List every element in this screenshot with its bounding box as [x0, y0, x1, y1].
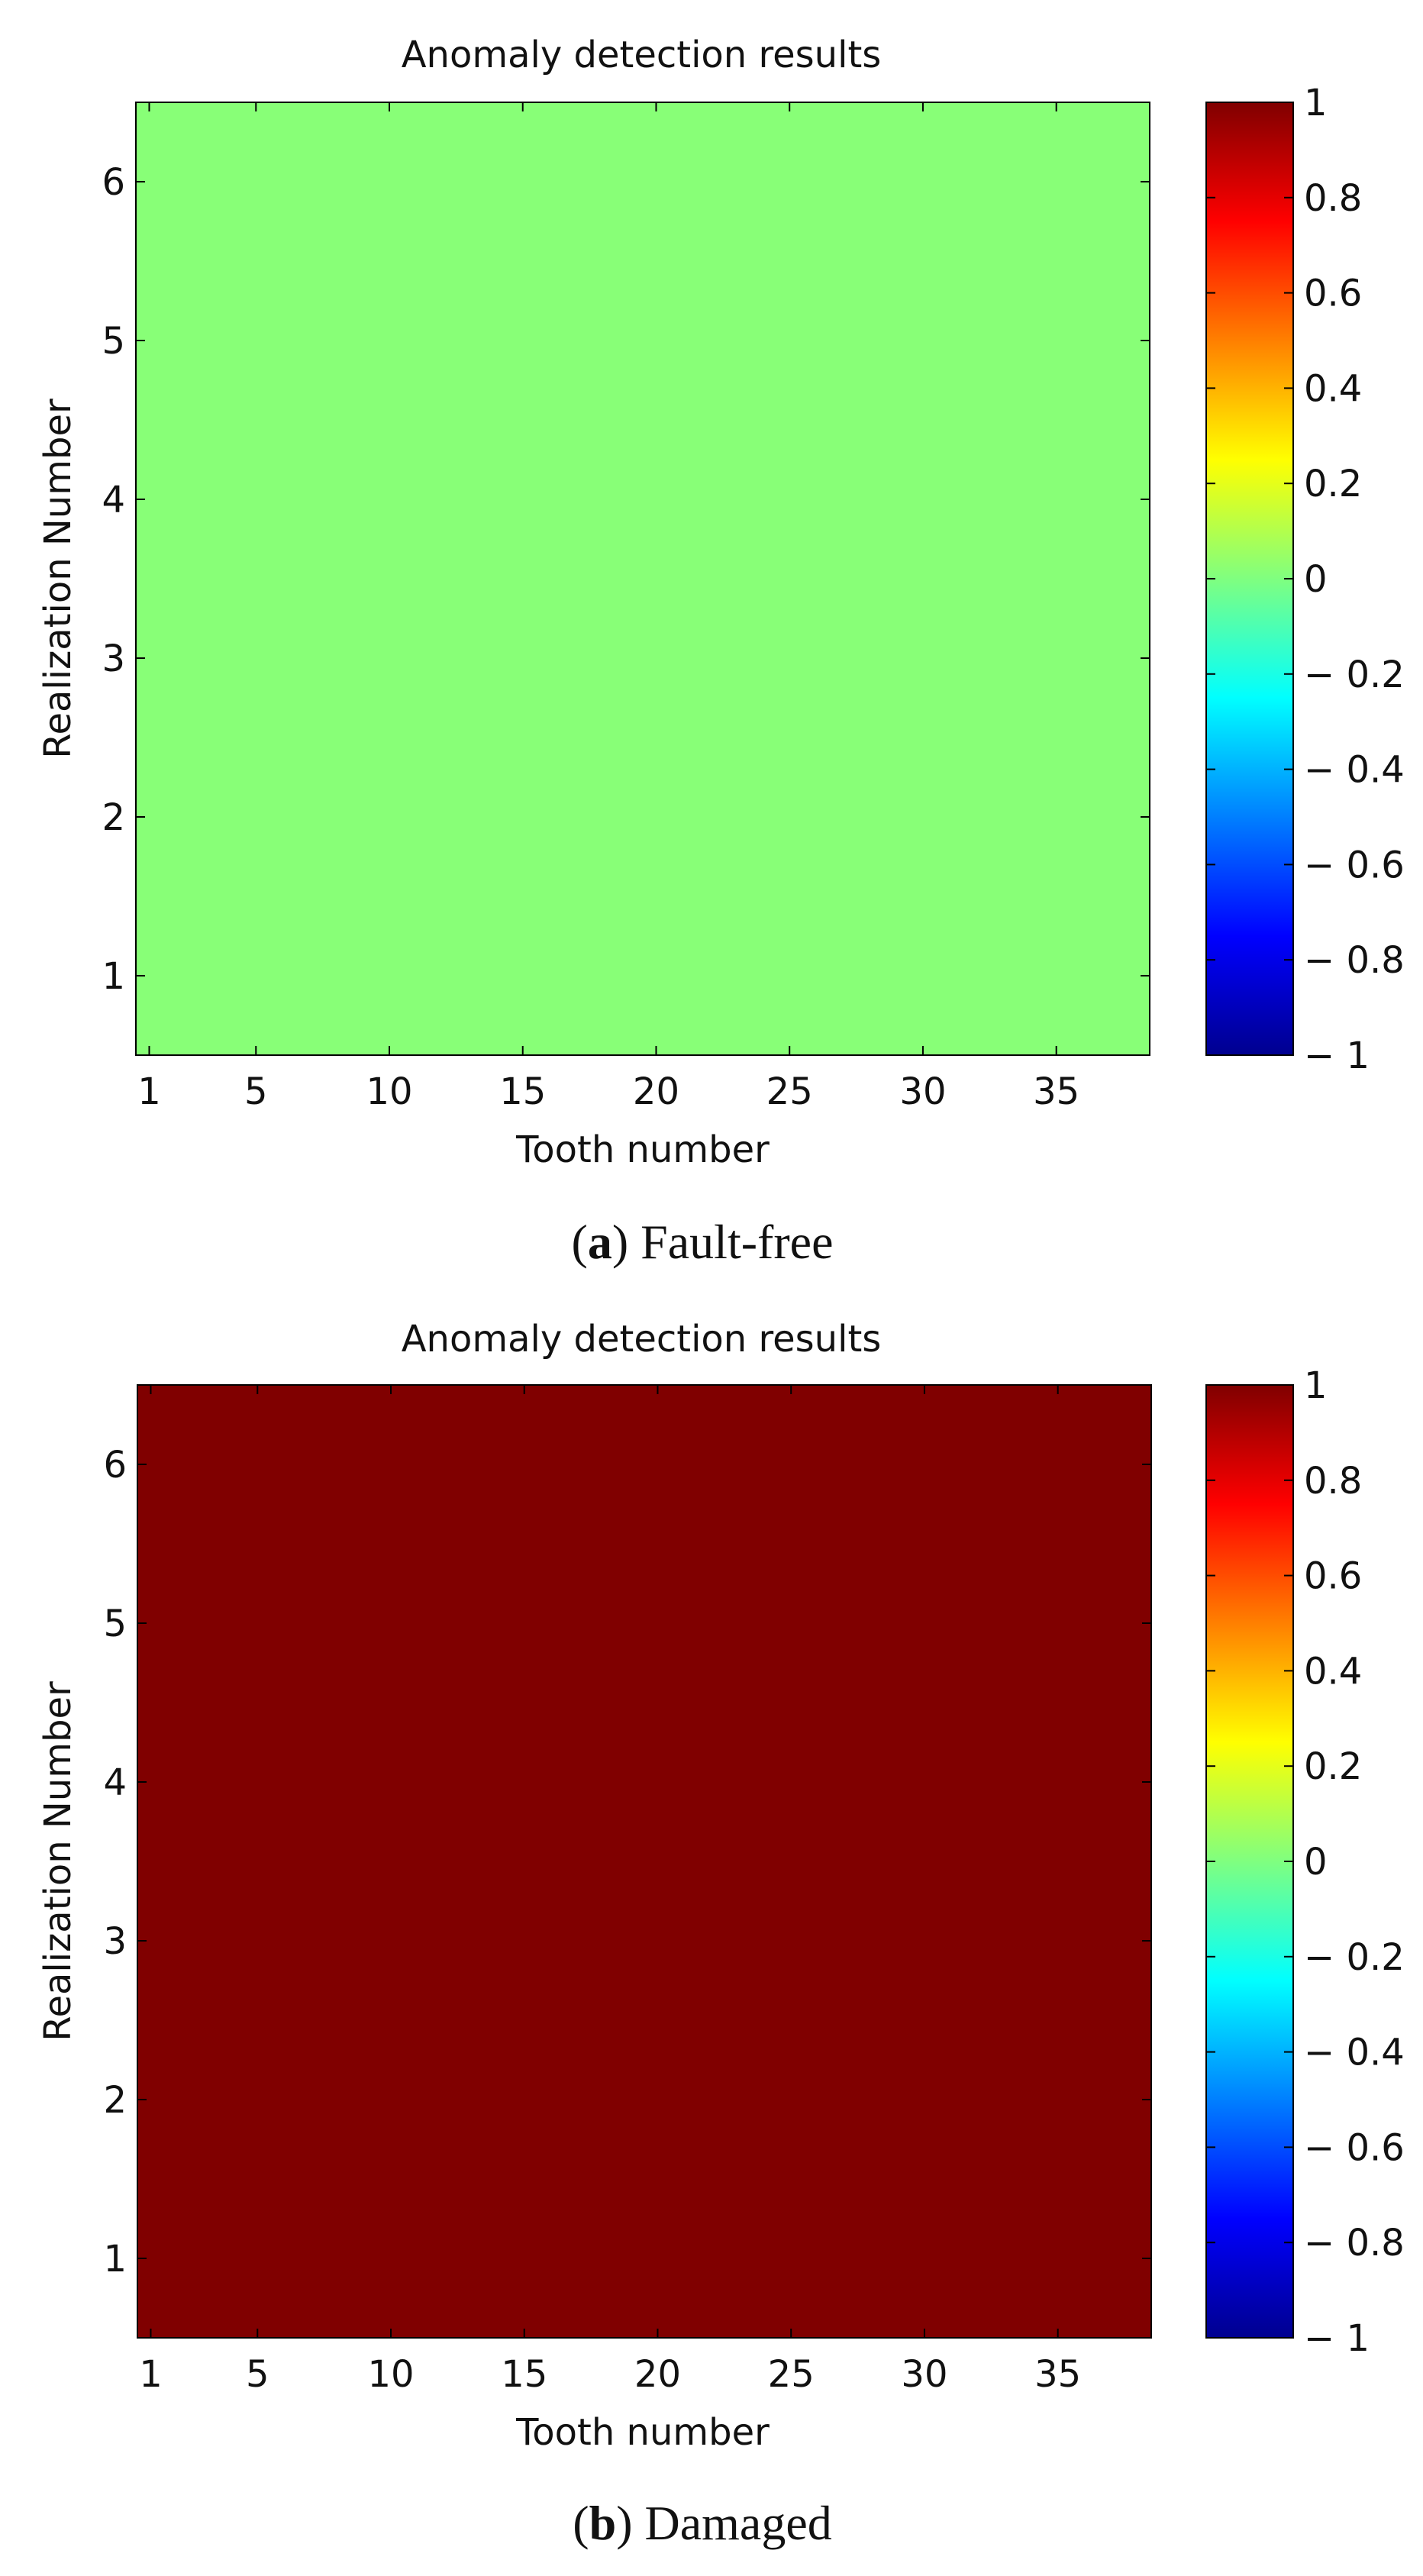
colorbar-tick-label: − 0.4 — [1304, 2032, 1405, 2074]
x-axis-label: Tooth number — [515, 1128, 770, 1171]
y-tick-label: 4 — [103, 1761, 127, 1804]
x-ticks: 1 5 10 15 20 25 30 35 — [137, 102, 1079, 1113]
y-axis-label: Realization Number — [37, 399, 79, 759]
y-axis-label: Realization Number — [37, 1681, 79, 2042]
y-tick-label: 6 — [103, 1444, 127, 1487]
colorbar-tick-label: − 1 — [1304, 1035, 1370, 1077]
chart-title: Anomaly detection results — [402, 34, 882, 76]
colorbar-tick-label: 0.4 — [1304, 367, 1362, 410]
caption-letter: a — [588, 1215, 612, 1269]
figure-caption: (a) Fault-free — [572, 1215, 834, 1269]
y-tick-label: 1 — [102, 955, 125, 998]
y-tick-label: 3 — [102, 638, 125, 680]
colorbar-tick-label: 1 — [1304, 82, 1328, 124]
x-tick-label: 10 — [367, 2353, 414, 2396]
colorbar-tick-label: 0.4 — [1304, 1650, 1362, 1693]
x-tick-label: 35 — [1034, 2353, 1081, 2396]
colorbar-tick-label: − 0.2 — [1304, 1936, 1405, 1979]
colorbar-tick-label: − 0.2 — [1304, 654, 1405, 696]
colorbar-tick-label: − 0.8 — [1304, 2222, 1405, 2264]
chart-title: Anomaly detection results — [402, 1318, 882, 1361]
y-ticks: 1 2 3 4 5 6 — [103, 1444, 1151, 2281]
x-tick-label: 25 — [766, 1070, 813, 1113]
colorbar-tick-label: 0.2 — [1304, 463, 1362, 505]
caption-open-paren: ( — [572, 1215, 588, 1269]
x-tick-label: 30 — [901, 2353, 947, 2396]
y-tick-label: 6 — [102, 161, 125, 204]
colorbar-tick-label: 0.8 — [1304, 177, 1362, 220]
x-tick-label: 10 — [366, 1070, 412, 1113]
x-tick-label: 1 — [137, 1070, 161, 1113]
colorbar-tick-label: 0.2 — [1304, 1745, 1362, 1788]
caption-letter: b — [589, 2496, 617, 2550]
colorbar-tick-label: 0.6 — [1304, 1555, 1362, 1598]
y-tick-label: 5 — [102, 320, 125, 363]
y-tick-label: 2 — [103, 2079, 127, 2122]
caption-close-paren: ) — [612, 1215, 641, 1269]
x-tick-label: 35 — [1033, 1070, 1079, 1113]
colorbar — [1205, 102, 1294, 1056]
caption-text: Damaged — [645, 2496, 832, 2550]
x-tick-label: 1 — [139, 2353, 163, 2396]
x-tick-label: 30 — [899, 1070, 946, 1113]
colorbar-ticks: 1 0.8 0.6 0.4 0.2 0 − 0.2 − 0.4 − 0.6 − 0.8 − 1 — [1206, 82, 1405, 1077]
figure-caption: (b) Damaged — [573, 2496, 831, 2550]
x-ticks: 1 5 10 15 20 25 30 35 — [139, 1385, 1081, 2396]
caption-open-paren: ( — [573, 2496, 589, 2550]
heatmap-cells — [135, 102, 1150, 1056]
colorbar-tick-label: 1 — [1304, 1364, 1328, 1407]
y-tick-label: 1 — [103, 2238, 127, 2281]
y-tick-label: 3 — [103, 1920, 127, 1963]
caption-text: Fault-free — [641, 1215, 833, 1269]
colorbar-tick-label: − 0.6 — [1304, 2126, 1405, 2169]
colorbar-ticks: 1 0.8 0.6 0.4 0.2 0 − 0.2 − 0.4 − 0.6 − 0.8 − 1 — [1206, 1364, 1405, 2360]
x-tick-label: 15 — [499, 1070, 546, 1113]
colorbar-tick-label: 0.6 — [1304, 273, 1362, 315]
colorbar-tick-label: − 0.6 — [1304, 844, 1405, 886]
x-tick-label: 25 — [768, 2353, 815, 2396]
x-tick-label: 15 — [501, 2353, 547, 2396]
colorbar-tick-label: − 1 — [1304, 2317, 1370, 2360]
y-tick-label: 4 — [102, 479, 125, 521]
colorbar-tick-label: − 0.4 — [1304, 749, 1405, 792]
x-axis-label: Tooth number — [515, 2411, 770, 2454]
y-tick-label: 5 — [103, 1603, 127, 1645]
heatmap-cells — [137, 1384, 1152, 2339]
x-tick-label: 5 — [244, 1070, 268, 1113]
colorbar-tick-label: 0.8 — [1304, 1460, 1362, 1503]
y-ticks: 1 2 3 4 5 6 — [102, 161, 1150, 998]
y-tick-label: 2 — [102, 796, 125, 839]
colorbar-tick-label: − 0.8 — [1304, 939, 1405, 982]
colorbar-tick-label: 0 — [1304, 1841, 1328, 1884]
colorbar — [1205, 1384, 1294, 2339]
x-tick-label: 5 — [246, 2353, 269, 2396]
caption-close-paren: ) — [616, 2496, 644, 2550]
x-tick-label: 20 — [634, 2353, 681, 2396]
colorbar-tick-label: 0 — [1304, 558, 1328, 601]
x-tick-label: 20 — [633, 1070, 679, 1113]
